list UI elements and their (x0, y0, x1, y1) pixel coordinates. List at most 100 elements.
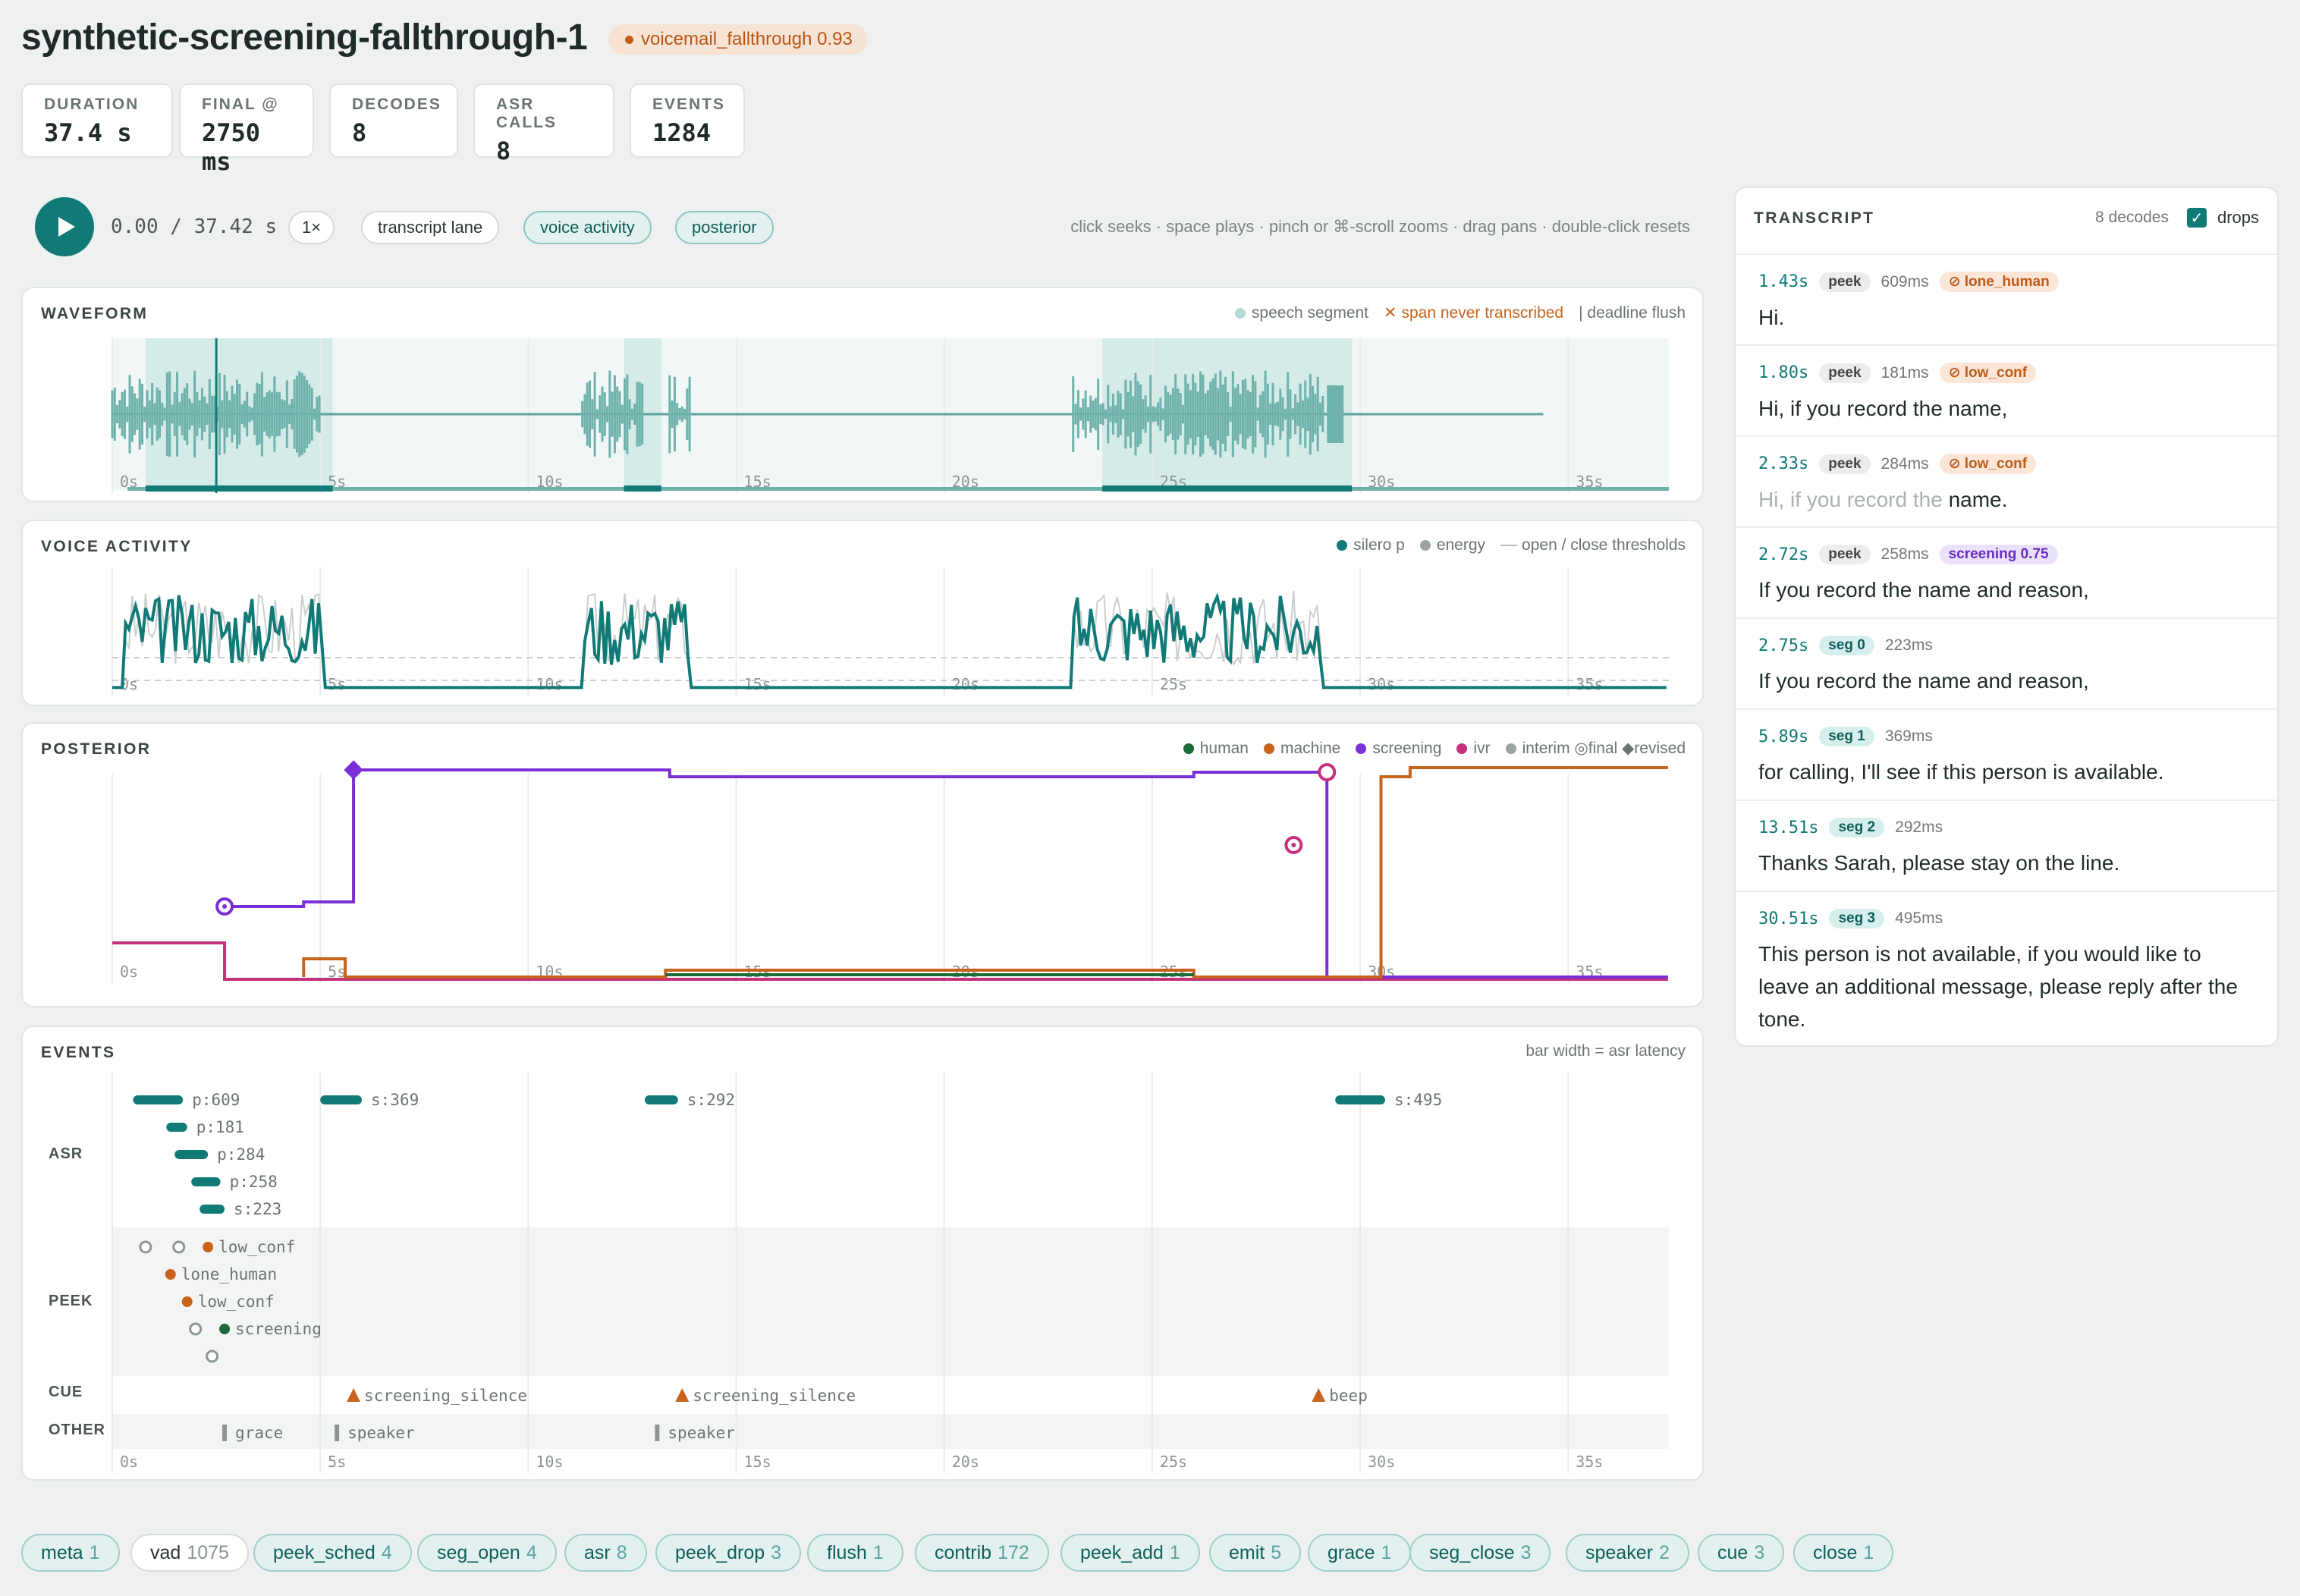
lane-label-cue: CUE (49, 1384, 83, 1400)
waveform-plot[interactable]: 0s 5s 10s 15s 20s 25s 30s 35s (23, 288, 1705, 504)
filter-chip-count: 1 (89, 1541, 100, 1563)
filter-chip-speaker[interactable]: speaker 2 (1566, 1534, 1689, 1572)
silero-trace (112, 592, 1667, 690)
legend-energy: energy (1419, 536, 1485, 555)
transcript-row[interactable]: 2.75s seg 0 223ms If you record the name an… (1736, 617, 2277, 697)
peek-marker[interactable] (165, 1269, 176, 1280)
speed-button[interactable]: 1× (288, 211, 335, 244)
peek-pending-marker[interactable] (172, 1240, 186, 1254)
drops-checkbox[interactable]: ✓ (2186, 208, 2207, 228)
other-marker[interactable] (222, 1425, 228, 1441)
filter-chip-seg-close[interactable]: seg_close 3 (1409, 1534, 1551, 1572)
interim-dot-icon (1505, 743, 1516, 754)
asr-bar[interactable] (133, 1095, 184, 1104)
asr-bar[interactable] (174, 1150, 209, 1159)
revised-diamond-icon: ◆ (1622, 740, 1635, 757)
filter-chip-asr[interactable]: asr 8 (564, 1534, 647, 1572)
play-button[interactable] (35, 197, 94, 256)
decode-latency: 223ms (1884, 636, 1933, 654)
posterior-panel[interactable]: POSTERIOR human machine screening ivr in… (21, 722, 1704, 1007)
transcript-row[interactable]: 5.89s seg 1 369ms for calling, I'll see if … (1736, 708, 2277, 788)
asr-bar[interactable] (191, 1177, 221, 1186)
transcript-row[interactable]: 30.51s seg 3 495ms This person is not avail… (1736, 891, 2277, 1035)
peek-marker[interactable] (203, 1242, 214, 1252)
filter-chip-flush[interactable]: flush 1 (807, 1534, 903, 1572)
asr-bar[interactable] (200, 1205, 225, 1214)
events-panel[interactable]: EVENTS bar width = asr latency ASR PEEK … (21, 1026, 1704, 1481)
toggle-voice-activity[interactable]: voice activity (523, 211, 652, 244)
peek-pending-marker[interactable] (139, 1240, 152, 1254)
filter-chip-meta[interactable]: meta 1 (21, 1534, 120, 1572)
decode-text: If you record the name and reason, (1758, 669, 2089, 693)
transcript-row[interactable]: 13.51s seg 2 292ms Thanks Sarah, please sta… (1736, 800, 2277, 879)
asr-bar-label: s:223 (234, 1200, 281, 1218)
transcript-row[interactable]: 1.43s peek 609ms ⊘ lone_human Hi. (1736, 253, 2277, 334)
decode-time: 2.33s (1758, 454, 1809, 473)
peek-pending-marker[interactable] (189, 1322, 203, 1336)
filter-chip-count: 4 (526, 1541, 537, 1563)
axis-tick-label: 20s (952, 675, 979, 693)
final-marker-core (222, 904, 228, 909)
filter-chip-seg-open[interactable]: seg_open 4 (417, 1534, 557, 1572)
cue-marker[interactable] (1312, 1388, 1326, 1402)
filter-chip-label: asr (584, 1541, 611, 1563)
filter-chip-peek-drop[interactable]: peek_drop 3 (655, 1534, 802, 1572)
lane-label-asr: ASR (49, 1145, 83, 1162)
other-marker[interactable] (335, 1425, 340, 1441)
transcript-row[interactable]: 1.80s peek 181ms ⊘ low_conf Hi, if you recor… (1736, 344, 2277, 425)
vad-panel[interactable]: VOICE ACTIVITY silero p energy open / cl… (21, 520, 1704, 706)
axis-tick-label: 5s (328, 1453, 346, 1471)
superseded-text: Hi, if you record the (1758, 488, 1949, 511)
asr-bar[interactable] (1335, 1095, 1386, 1104)
decode-time: 13.51s (1758, 818, 1819, 837)
peek-marker[interactable] (219, 1324, 231, 1334)
decode-time: 30.51s (1758, 909, 1819, 928)
filter-chip-label: grace (1328, 1541, 1375, 1563)
filter-chip-peek-add[interactable]: peek_add 1 (1060, 1534, 1200, 1572)
filter-chip-label: peek_add (1080, 1541, 1164, 1563)
toggle-posterior[interactable]: posterior (675, 211, 774, 244)
filter-chip-count: 1 (872, 1541, 884, 1563)
final-marker[interactable] (1318, 763, 1337, 781)
decode-kind-tag: seg 3 (1829, 909, 1885, 928)
transcribed-span-bar (127, 487, 1669, 491)
other-lane-bg (112, 1414, 1669, 1449)
decode-latency: 292ms (1895, 818, 1943, 836)
peek-marker[interactable] (181, 1296, 193, 1307)
asr-bar[interactable] (320, 1095, 363, 1104)
decode-latency: 181ms (1881, 363, 1929, 382)
filter-chip-count: 1 (1381, 1541, 1392, 1563)
filter-chip-vad[interactable]: vad 1075 (130, 1534, 249, 1572)
legend-deadline-flush: | deadline flush (1579, 303, 1686, 322)
axis-tick-label: 35s (1576, 675, 1603, 693)
filter-chip-cue[interactable]: cue 3 (1698, 1534, 1785, 1572)
axis-tick-label: 5s (328, 675, 346, 693)
waveform-panel[interactable]: WAVEFORM speech segment ✕ span never tra… (21, 287, 1704, 502)
decode-time: 2.72s (1758, 545, 1809, 564)
asr-bar-label: s:292 (687, 1091, 735, 1109)
asr-bar[interactable] (644, 1095, 678, 1104)
events-plot[interactable]: 0s 5s 10s 15s 20s 25s 30s 35s p:609 s:369 s:292 s:4… (23, 1027, 1705, 1482)
filter-chip-contrib[interactable]: contrib 172 (915, 1534, 1049, 1572)
filter-chip-emit[interactable]: emit 5 (1209, 1534, 1302, 1572)
transcript-row[interactable]: 2.72s peek 258ms screening 0.75 If you recor… (1736, 526, 2277, 606)
toggle-transcript-lane[interactable]: transcript lane (361, 211, 500, 244)
axis-tick-label: 10s (536, 675, 563, 693)
cue-marker[interactable] (675, 1388, 690, 1402)
filter-chip-label: seg_close (1429, 1541, 1515, 1563)
peek-pending-marker[interactable] (206, 1349, 219, 1363)
asr-bar[interactable] (166, 1123, 187, 1132)
posterior-plot[interactable]: 0s 5s 10s 15s 20s 25s 30s 35s (23, 724, 1705, 1009)
other-marker[interactable] (655, 1425, 660, 1441)
cue-marker[interactable] (347, 1388, 361, 1402)
decode-time: 1.43s (1758, 272, 1809, 291)
revised-marker[interactable] (344, 760, 363, 780)
transcript-row[interactable]: 2.33s peek 284ms ⊘ low_conf Hi, if you recor… (1736, 435, 2277, 516)
filter-chip-count: 172 (998, 1541, 1029, 1563)
filter-chip-close[interactable]: close 1 (1793, 1534, 1894, 1572)
cue-label: beep (1329, 1387, 1368, 1405)
filter-chip-peek-sched[interactable]: peek_sched 4 (253, 1534, 412, 1572)
filter-chip-grace[interactable]: grace 1 (1308, 1534, 1412, 1572)
vad-plot[interactable]: 0s 5s 10s 15s 20s 25s 30s 35s (23, 521, 1705, 708)
decode-text: Thanks Sarah, please stay on the line. (1758, 851, 2120, 875)
